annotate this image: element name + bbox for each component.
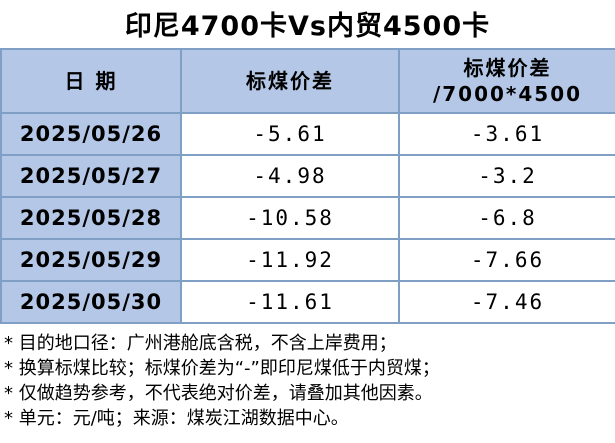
- title: 印尼4700卡Vs内贸4500卡: [124, 11, 491, 42]
- note: * 换算标煤比较；标煤价差为“-”即印尼煤低于内贸煤；: [4, 358, 440, 379]
- notes: * 目的地口径：广州港舱底含税，不含上岸费用； * 换算标煤比较；标煤价差为“-”…: [4, 331, 612, 431]
- header-cell: 标煤价差/7000*4500: [398, 48, 615, 114]
- value-cell: -7.66: [398, 238, 615, 282]
- value-cell: -10.58: [180, 196, 400, 240]
- header-cell: 标煤价差: [180, 48, 400, 114]
- date-cell: 2025/05/30: [0, 280, 182, 324]
- table-body: 2025/05/26 -5.61 -3.61 2025/05/27 -4.98 -3.2 2…: [0, 112, 615, 324]
- date-cell: 2025/05/29: [0, 238, 182, 282]
- value-cell: -6.8: [398, 196, 615, 240]
- value-cell: -7.46: [398, 280, 615, 324]
- date-cell: 2025/05/28: [0, 196, 182, 240]
- date-cell: 2025/05/26: [0, 112, 182, 156]
- date-cell: 2025/05/27: [0, 154, 182, 198]
- value-cell: -5.61: [180, 112, 400, 156]
- header-row: 日 期 标煤价差 标煤价差/7000*4500: [0, 48, 615, 114]
- header-line: /7000*4500: [432, 82, 583, 106]
- note: * 仅做趋势参考，不代表绝对价差，请叠加其他因素。: [4, 383, 433, 404]
- table-row: 2025/05/27 -4.98 -3.2: [0, 154, 615, 198]
- table: 日 期 标煤价差 标煤价差/7000*4500 2025/05/26 -5.61-…: [0, 48, 615, 324]
- table-row: 2025/05/26 -5.61 -3.61: [0, 112, 615, 156]
- header-line: 标煤价差: [463, 56, 552, 80]
- table-row: 2025/05/29 -11.92 -7.66: [0, 238, 615, 282]
- value-cell: -11.61: [180, 280, 400, 324]
- table-row: 2025/05/30 -11.61 -7.46: [0, 280, 615, 324]
- table-row: 2025/05/28 -10.58 -6.8: [0, 196, 615, 240]
- value-cell: -4.98: [180, 154, 400, 198]
- note: * 目的地口径：广州港舱底含税，不含上岸费用；: [4, 333, 397, 354]
- note: * 单元：元/吨；来源：煤炭江湖数据中心。: [4, 408, 349, 429]
- value-cell: -3.61: [398, 112, 615, 156]
- value-cell: -3.2: [398, 154, 615, 198]
- header-cell: 日 期: [0, 48, 182, 114]
- value-cell: -11.92: [180, 238, 400, 282]
